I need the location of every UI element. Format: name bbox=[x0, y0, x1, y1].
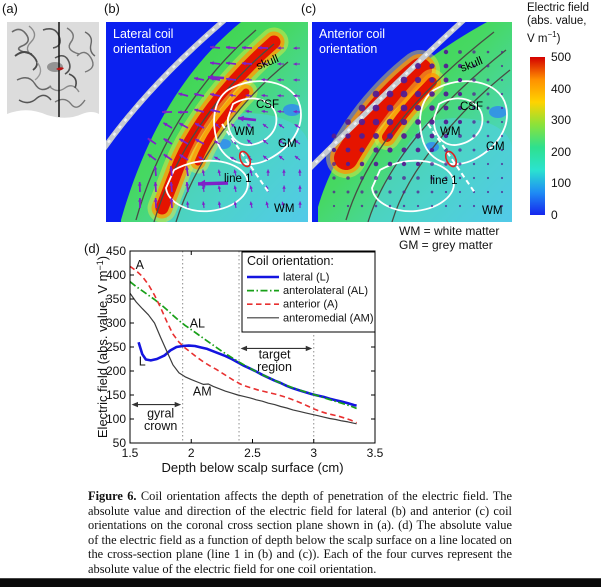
page-bottom-rule bbox=[0, 578, 601, 587]
svg-text:Coil orientation:: Coil orientation: bbox=[247, 254, 334, 268]
svg-text:anteromedial (AM): anteromedial (AM) bbox=[283, 312, 373, 324]
colorbar-title-unit: V m−1) bbox=[527, 30, 561, 45]
svg-text:WM: WM bbox=[234, 126, 254, 138]
svg-text:target: target bbox=[259, 348, 291, 362]
svg-text:anterior (A): anterior (A) bbox=[283, 299, 338, 311]
colorbar-gradient bbox=[530, 57, 545, 215]
svg-text:Lateral coil: Lateral coil bbox=[113, 27, 173, 41]
colorbar-tick-label: 400 bbox=[551, 81, 572, 96]
colorbar: Electric field (abs. value, V m−1) 500 40… bbox=[527, 2, 601, 232]
svg-text:GM: GM bbox=[486, 141, 505, 153]
svg-text:GM: GM bbox=[278, 138, 297, 150]
svg-text:line 1: line 1 bbox=[430, 175, 458, 187]
svg-text:anterolateral (AL): anterolateral (AL) bbox=[283, 285, 368, 297]
svg-text:WM: WM bbox=[482, 205, 502, 217]
svg-text:3.5: 3.5 bbox=[367, 446, 384, 460]
svg-text:orientation: orientation bbox=[113, 42, 171, 56]
colorbar-tick-label: 200 bbox=[551, 144, 572, 159]
svg-text:450: 450 bbox=[106, 244, 126, 258]
svg-text:AL: AL bbox=[190, 316, 205, 330]
colorbar-title-line2: (abs. value, bbox=[527, 15, 587, 27]
colorbar-tick-label: 0 bbox=[551, 208, 558, 222]
panel-a-brain-image bbox=[7, 22, 99, 119]
svg-text:CSF: CSF bbox=[256, 99, 279, 111]
svg-text:lateral (L): lateral (L) bbox=[283, 272, 329, 284]
svg-text:200: 200 bbox=[106, 364, 126, 378]
svg-text:2: 2 bbox=[188, 446, 195, 460]
svg-text:50: 50 bbox=[113, 436, 127, 450]
figure-caption-label: Figure 6. bbox=[88, 489, 137, 503]
svg-text:400: 400 bbox=[106, 268, 126, 282]
wm-definition: WM = white matter bbox=[399, 224, 500, 238]
svg-text:1.5: 1.5 bbox=[122, 446, 139, 460]
svg-text:100: 100 bbox=[106, 412, 126, 426]
svg-text:300: 300 bbox=[106, 316, 126, 330]
svg-text:CSF: CSF bbox=[460, 101, 483, 113]
svg-text:L: L bbox=[139, 355, 146, 369]
svg-text:crown: crown bbox=[144, 419, 177, 433]
panel-c-label: (c) bbox=[301, 1, 317, 16]
svg-text:Anterior coil: Anterior coil bbox=[319, 27, 385, 41]
svg-text:AM: AM bbox=[193, 384, 212, 398]
colorbar-tick-label: 300 bbox=[551, 113, 572, 128]
svg-text:region: region bbox=[257, 360, 292, 374]
panel-d-label: (d) bbox=[84, 241, 100, 256]
svg-text:WM: WM bbox=[440, 126, 460, 138]
svg-text:2.5: 2.5 bbox=[244, 446, 261, 460]
svg-text:150: 150 bbox=[106, 388, 126, 402]
svg-text:250: 250 bbox=[106, 340, 126, 354]
gm-definition: GM = grey matter bbox=[399, 237, 493, 252]
svg-text:line 1: line 1 bbox=[224, 173, 252, 185]
svg-text:Electric field (abs. value, V: Electric field (abs. value, V m−1) bbox=[95, 256, 110, 438]
svg-text:3: 3 bbox=[310, 446, 317, 460]
colorbar-title-line1: Electric field bbox=[527, 2, 589, 14]
matter-legend: WM = white matter GM = grey matter bbox=[399, 224, 500, 252]
colorbar-title: Electric field (abs. value, V m−1) bbox=[527, 2, 601, 46]
svg-text:Depth below scalp surface (cm): Depth below scalp surface (cm) bbox=[161, 460, 343, 475]
svg-text:350: 350 bbox=[106, 292, 126, 306]
panel-a-label: (a) bbox=[2, 1, 18, 16]
svg-text:orientation: orientation bbox=[319, 42, 377, 56]
svg-text:gyral: gyral bbox=[147, 407, 174, 421]
svg-text:A: A bbox=[136, 258, 145, 272]
figure-caption: Figure 6. Coil orientation affects the d… bbox=[88, 489, 512, 576]
figure-caption-text: Coil orientation affects the depth of pe… bbox=[88, 489, 512, 576]
colorbar-tick-label: 100 bbox=[551, 176, 572, 191]
colorbar-tick-label: 500 bbox=[551, 50, 572, 64]
panel-b-label: (b) bbox=[104, 1, 120, 16]
svg-text:WM: WM bbox=[274, 203, 294, 215]
